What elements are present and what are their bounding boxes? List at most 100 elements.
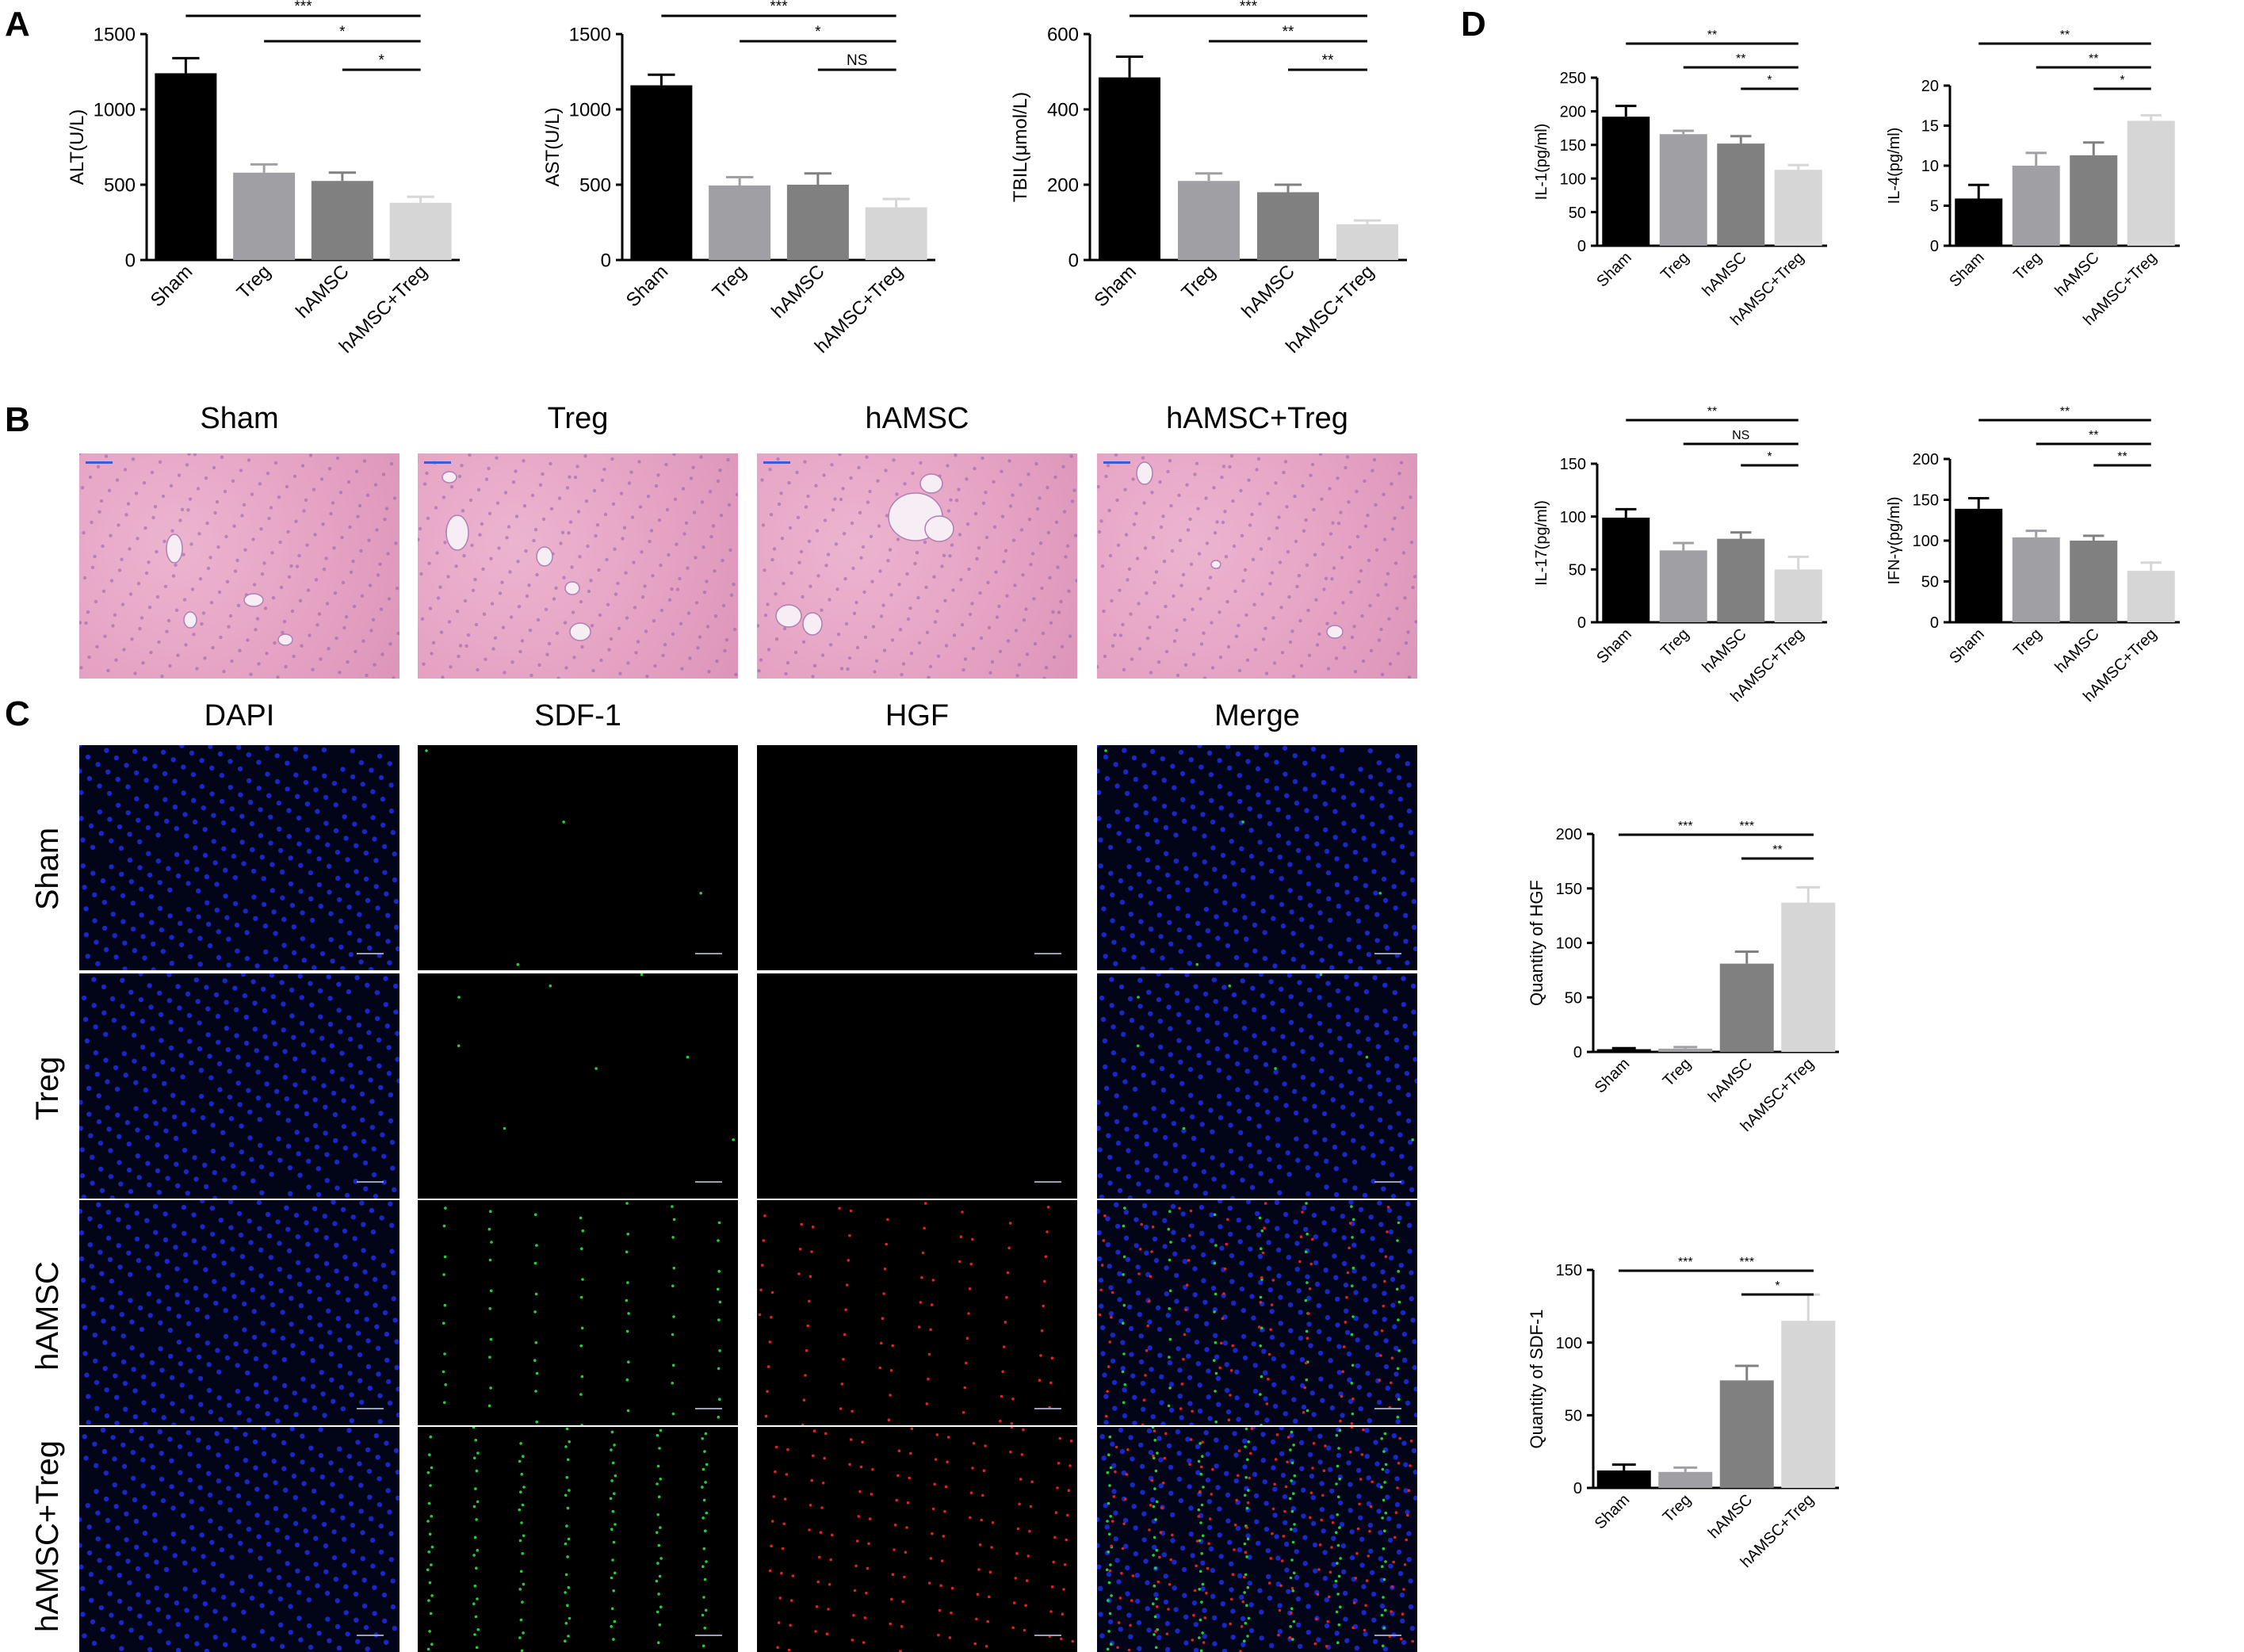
- bar: [1659, 134, 1707, 246]
- y-tick-label: 200: [1047, 175, 1079, 197]
- significance-label: **: [1772, 843, 1782, 857]
- bar: [389, 202, 452, 260]
- category-label: Sham: [1946, 625, 1988, 667]
- il4-chart: 0 5 10 15 20 IL-4(pg/ml) Sham Treg hAMSC hAMSC+Tr…: [1863, 29, 2212, 349]
- y-tick-label: 50: [1921, 574, 1939, 591]
- y-axis-label: IL-1(pg/ml): [1533, 124, 1550, 201]
- y-tick-label: 0: [1577, 238, 1586, 255]
- fluorescence-image-dapi: [79, 1200, 399, 1425]
- significance-label: ***: [1739, 1256, 1754, 1269]
- y-tick-label: 50: [1565, 989, 1582, 1007]
- y-tick-label: 150: [1556, 881, 1582, 898]
- significance-label: ***: [1739, 820, 1754, 833]
- significance-label: *: [1775, 1279, 1780, 1293]
- significance-label: ***: [770, 0, 788, 15]
- significance-label: ***: [294, 0, 312, 15]
- sdf1-chart: 0 50 100 150 Quantity of SDF-1 Sham Treg hAMSC h…: [1490, 1256, 1863, 1574]
- y-tick-label: 15: [1921, 118, 1939, 136]
- bar: [786, 185, 849, 260]
- fluorescence-image-hgf: [757, 1200, 1077, 1425]
- category-label: hAMSC: [1705, 1491, 1756, 1542]
- y-axis-label: IL-4(pg/ml): [1886, 128, 1903, 205]
- bar: [2127, 571, 2175, 622]
- bar: [1719, 963, 1774, 1052]
- y-tick-label: 1500: [94, 25, 136, 46]
- fluorescence-image-sdf1: [418, 973, 738, 1199]
- panel-label-b: B: [5, 400, 30, 439]
- he-title-hamsc-treg: hAMSC+Treg: [1166, 402, 1348, 435]
- fluorescence-image-hgf: [757, 1427, 1077, 1652]
- if-column-hgf: HGF: [885, 699, 950, 732]
- bar: [1602, 117, 1650, 246]
- significance-label: **: [2117, 450, 2127, 464]
- if-column-dapi: DAPI: [204, 699, 275, 732]
- he-histology-image: [1097, 453, 1417, 679]
- fluorescence-image-dapi: [79, 973, 399, 1199]
- il17-chart: 0 50 100 150 IL-17(pg/ml) Sham Treg hAMSC hAMSC+…: [1498, 405, 1847, 725]
- significance-label: *: [1767, 74, 1772, 87]
- y-axis-label: Quantity of HGF: [1527, 880, 1546, 1006]
- significance-label: **: [1736, 52, 1745, 66]
- significance-label: *: [2120, 74, 2124, 87]
- bar: [233, 172, 296, 260]
- y-axis-label: TBIL(μmol/L): [1010, 92, 1031, 202]
- y-tick-label: 20: [1921, 78, 1939, 95]
- he-histology-image: [79, 453, 399, 679]
- significance-label: *: [1767, 450, 1772, 464]
- bar: [1659, 550, 1707, 622]
- y-tick-label: 200: [1556, 826, 1582, 843]
- if-column-sdf1: SDF-1: [534, 699, 621, 732]
- y-axis-label: IL-17(pg/ml): [1533, 500, 1550, 586]
- significance-label: **: [1707, 29, 1717, 42]
- y-tick-label: 500: [104, 175, 136, 197]
- he-histology-image: [757, 453, 1077, 679]
- significance-label: ***: [1240, 0, 1258, 15]
- if-row-hamsc: hAMSC: [30, 1261, 65, 1371]
- y-tick-label: 150: [1560, 137, 1586, 155]
- category-label: hAMSC: [1699, 249, 1750, 300]
- if-row-hamsc-treg: hAMSC+Treg: [30, 1440, 65, 1632]
- category-label: Sham: [147, 261, 197, 311]
- category-label: Sham: [1090, 261, 1140, 311]
- he-title-treg: Treg: [547, 402, 609, 435]
- category-label: hAMSC: [1699, 625, 1750, 676]
- hgf-chart: 0 50 100 150 200 Quantity of HGF Sham Treg hAMSC…: [1490, 820, 1863, 1153]
- fluorescence-image-dapi: [79, 1427, 399, 1652]
- y-axis-label: Quantity of SDF-1: [1527, 1309, 1546, 1448]
- y-tick-label: 600: [1047, 25, 1079, 46]
- bar: [1774, 569, 1822, 622]
- panel-label-d: D: [1461, 5, 1486, 44]
- category-label: Sham: [622, 261, 672, 311]
- bar: [311, 181, 373, 260]
- panel-label-c: C: [5, 694, 30, 733]
- category-label: Sham: [1593, 249, 1635, 291]
- bar: [1717, 143, 1765, 246]
- y-tick-label: 0: [1930, 614, 1939, 632]
- y-tick-label: 50: [1569, 562, 1586, 579]
- fluorescence-image-dapi: [79, 745, 399, 970]
- significance-label: **: [1707, 405, 1717, 419]
- fluorescence-image-merge: [1097, 973, 1417, 1199]
- if-column-merge: Merge: [1214, 699, 1300, 732]
- y-tick-label: 150: [1556, 1262, 1582, 1279]
- fluorescence-image-merge: [1097, 745, 1417, 970]
- bar: [1781, 902, 1836, 1052]
- category-label: hAMSC: [1705, 1055, 1756, 1106]
- bar: [1596, 1049, 1651, 1052]
- y-axis-label: IFN-γ(pg/ml): [1886, 496, 1903, 584]
- significance-label: *: [339, 24, 346, 40]
- bar: [1596, 1470, 1651, 1488]
- significance-label: NS: [847, 52, 867, 69]
- category-label: Treg: [2010, 249, 2045, 284]
- bar: [865, 207, 927, 260]
- if-row-sham: Sham: [30, 827, 65, 911]
- fluorescence-image-hgf: [757, 745, 1077, 970]
- he-histology-image: [418, 453, 738, 679]
- ast-chart: 0 500 1000 1500 AST(U/L) Sham Treg hAMSC hAMSC+T…: [523, 0, 983, 358]
- tbil-chart: 0 200 400 600 TBIL(μmol/L) Sham Treg hAMSC hAMSC…: [995, 0, 1455, 358]
- category-label: Treg: [1177, 261, 1219, 303]
- y-tick-label: 500: [579, 175, 611, 197]
- category-label: Sham: [1946, 249, 1988, 291]
- fluorescence-image-sdf1: [418, 1427, 738, 1652]
- bar: [1336, 224, 1398, 260]
